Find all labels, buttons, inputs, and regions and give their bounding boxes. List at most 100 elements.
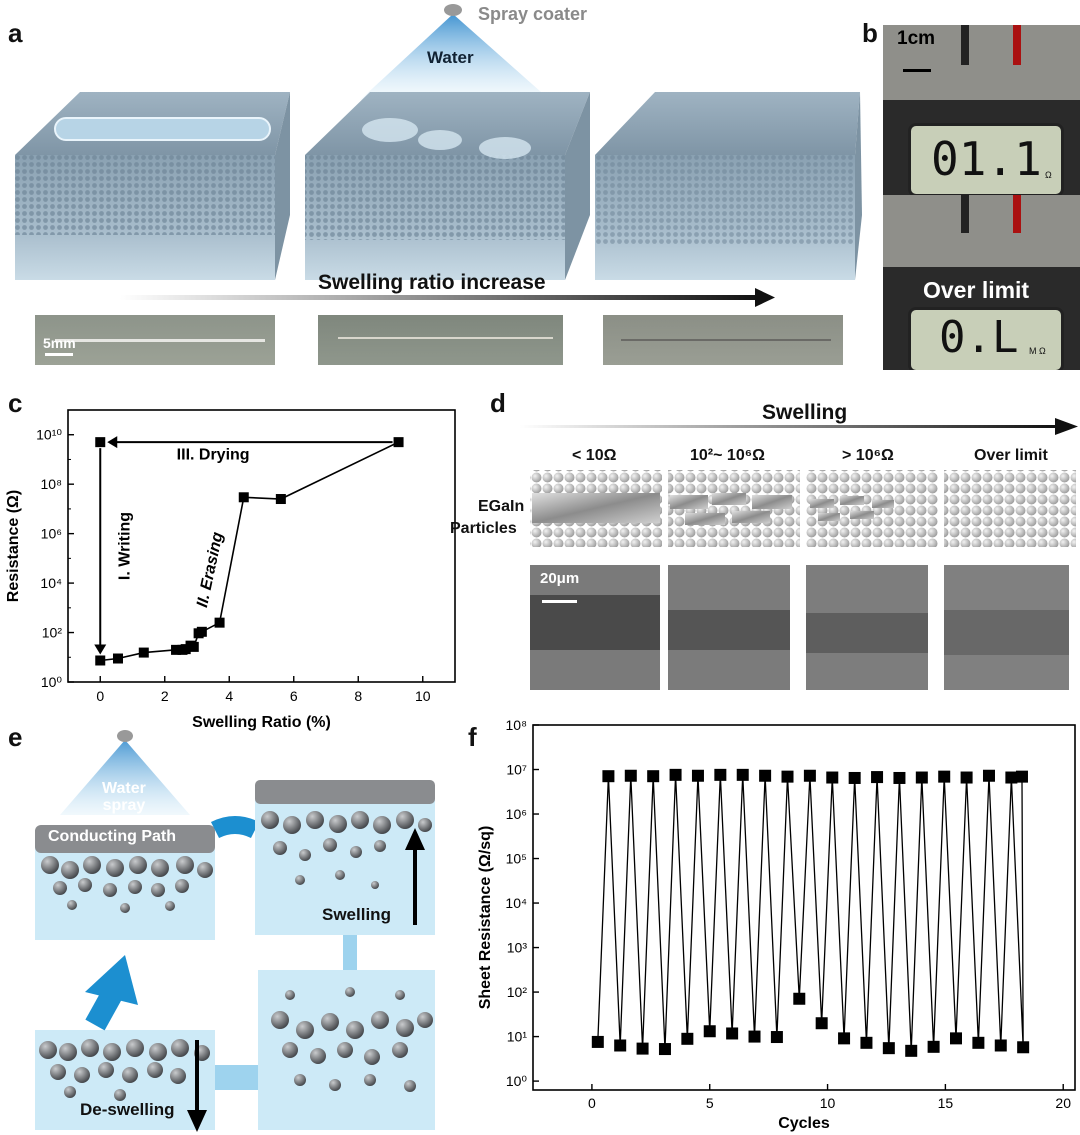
data-point-c bbox=[275, 494, 286, 505]
particle-column-2 bbox=[668, 470, 800, 547]
particle-column-3 bbox=[806, 470, 938, 547]
col-label-4: Over limit bbox=[974, 447, 1048, 464]
data-point-low-f bbox=[905, 1044, 918, 1057]
swelling-box bbox=[255, 785, 435, 935]
data-point-low-f bbox=[994, 1039, 1007, 1052]
data-point-low-f bbox=[1017, 1041, 1030, 1054]
swollen-block-2 bbox=[305, 92, 590, 280]
x-tick-label-c: 6 bbox=[290, 688, 298, 704]
sem-image-1 bbox=[530, 565, 660, 690]
data-point-high-f bbox=[848, 771, 861, 784]
data-point-c bbox=[188, 641, 199, 652]
panel-d-illustration bbox=[520, 418, 1078, 690]
y-tick-label-f: 10² bbox=[507, 984, 528, 1000]
deswelling-arrow-icon bbox=[85, 955, 138, 1005]
x-tick-label-f: 0 bbox=[588, 1095, 596, 1111]
y-tick-label-f: 10¹ bbox=[507, 1029, 528, 1045]
particles-label: Particles bbox=[450, 520, 517, 537]
annotation-erasing: II. Erasing bbox=[194, 530, 227, 609]
x-tick-label-c: 4 bbox=[225, 688, 233, 704]
data-point-high-f bbox=[826, 771, 839, 784]
chart-f: 0 5 10 15 20 10⁰ 10¹ 10² 10³ 10⁴ 10⁵ 10⁶ 10⁷ 10⁸ Cycle… bbox=[477, 717, 1076, 1132]
data-point-low-f bbox=[591, 1035, 604, 1048]
data-point-high-f bbox=[781, 770, 794, 783]
x-tick-label-c: 0 bbox=[96, 688, 104, 704]
y-tick-label-c: 10⁰ bbox=[41, 674, 63, 690]
data-point-high-f bbox=[803, 769, 816, 782]
x-tick-label-c: 10 bbox=[415, 688, 431, 704]
data-point-high-f bbox=[938, 770, 951, 783]
meter-screen-2: 0.L M Ω bbox=[908, 307, 1064, 370]
y-tick-label-f: 10⁸ bbox=[506, 717, 528, 733]
data-point-low-f bbox=[815, 1017, 828, 1030]
spray-nozzle-icon bbox=[444, 4, 462, 16]
data-point-low-f bbox=[748, 1030, 761, 1043]
data-point-high-f bbox=[691, 769, 704, 782]
swelling-arrow-d bbox=[520, 425, 1055, 428]
drying-arrowhead bbox=[107, 436, 118, 449]
x-tick-label-f: 10 bbox=[820, 1095, 836, 1111]
spray-nozzle-icon-e bbox=[117, 730, 133, 742]
panel-label-c: c bbox=[8, 388, 23, 418]
data-point-c-start bbox=[95, 437, 106, 448]
data-point-low-f bbox=[949, 1032, 962, 1045]
writing-arrowhead bbox=[94, 644, 107, 655]
x-tick-label-c: 2 bbox=[161, 688, 169, 704]
data-point-c bbox=[393, 437, 404, 448]
deswelling-label: De-swelling bbox=[80, 1100, 175, 1119]
data-point-high-f bbox=[1015, 770, 1028, 783]
x-axis-label-f: Cycles bbox=[778, 1115, 830, 1132]
water-spray-cone-e bbox=[60, 740, 190, 815]
swelling-label-e: Swelling bbox=[322, 905, 391, 924]
data-point-c bbox=[95, 655, 106, 666]
y-tick-label-c: 10² bbox=[42, 625, 63, 641]
swollen-block-3 bbox=[595, 92, 862, 280]
x-tick-label-f: 5 bbox=[706, 1095, 714, 1111]
panel-label-e: e bbox=[8, 722, 23, 752]
data-point-low-f bbox=[838, 1032, 851, 1045]
data-point-high-f bbox=[736, 768, 749, 781]
sem-image-4 bbox=[944, 565, 1069, 690]
water-spray-cone bbox=[360, 14, 550, 100]
data-point-high-f bbox=[982, 769, 995, 782]
trace-photo-1: 5mm bbox=[35, 315, 275, 365]
data-point-c bbox=[214, 617, 225, 628]
data-point-high-f bbox=[647, 770, 660, 783]
spray-coater-label: Spray coater bbox=[478, 4, 588, 24]
water-spray-label: Water spray bbox=[102, 780, 146, 814]
swelling-arrow bbox=[120, 295, 760, 300]
y-tick-label-f: 10⁷ bbox=[506, 762, 527, 778]
panel-a-illustration bbox=[15, 4, 862, 307]
sem-image-3 bbox=[806, 565, 928, 690]
data-point-c bbox=[196, 626, 207, 637]
data-point-high-f bbox=[1005, 771, 1018, 784]
annotation-writing: I. Writing bbox=[116, 512, 133, 580]
data-point-high-f bbox=[871, 771, 884, 784]
y-tick-label-f: 10⁰ bbox=[506, 1073, 528, 1089]
trace-photo-3 bbox=[603, 315, 843, 365]
panel-label-f: f bbox=[468, 722, 477, 752]
data-point-high-f bbox=[602, 770, 615, 783]
x-tick-label-f: 20 bbox=[1055, 1095, 1071, 1111]
data-point-low-f bbox=[882, 1042, 895, 1055]
y-tick-label-c: 10⁸ bbox=[41, 476, 63, 492]
data-point-low-f bbox=[703, 1025, 716, 1038]
scale-bar-1cm: 1cm bbox=[897, 28, 936, 49]
col-label-2: 10²~ 10⁶Ω bbox=[690, 447, 765, 464]
data-point-low-f bbox=[770, 1031, 783, 1044]
y-tick-label-c: 10⁴ bbox=[40, 575, 62, 591]
data-point-low-f bbox=[636, 1042, 649, 1055]
data-point-c bbox=[112, 653, 123, 664]
over-limit-label: Over limit bbox=[923, 277, 1030, 303]
data-point-c bbox=[171, 644, 182, 655]
y-tick-label-c: 10⁶ bbox=[41, 526, 62, 542]
meter-reading-2: 0.L bbox=[939, 312, 1019, 363]
data-point-low-f bbox=[972, 1036, 985, 1049]
data-point-low-f bbox=[927, 1040, 940, 1053]
series-line-f bbox=[597, 774, 1024, 1051]
data-point-high-f bbox=[714, 768, 727, 781]
swelling-ratio-label: Swelling ratio increase bbox=[318, 271, 546, 294]
panel-label-d: d bbox=[490, 388, 506, 418]
data-point-high-f bbox=[669, 768, 682, 781]
trace-photo-2 bbox=[318, 315, 563, 365]
